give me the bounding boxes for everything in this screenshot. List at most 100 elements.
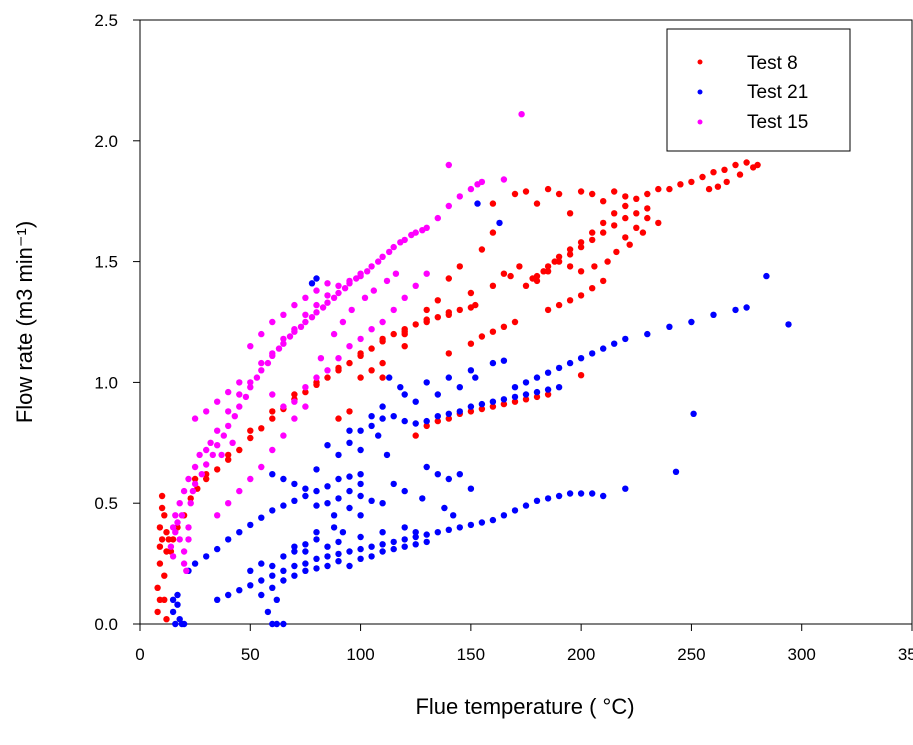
point-test-8 bbox=[622, 234, 629, 241]
point-test-21 bbox=[445, 526, 452, 533]
point-test-8 bbox=[357, 350, 364, 357]
point-test-15 bbox=[280, 311, 287, 318]
point-test-21 bbox=[732, 306, 739, 314]
point-test-15 bbox=[220, 432, 227, 439]
point-test-21 bbox=[423, 538, 430, 546]
point-test-21 bbox=[412, 541, 419, 548]
point-test-21 bbox=[478, 400, 486, 408]
point-test-8 bbox=[412, 321, 419, 328]
point-test-21 bbox=[368, 422, 375, 430]
point-test-15 bbox=[324, 292, 331, 299]
point-test-8 bbox=[467, 408, 475, 415]
legend-box bbox=[666, 28, 851, 152]
point-test-21 bbox=[544, 386, 552, 393]
point-test-21 bbox=[383, 451, 391, 459]
point-test-21 bbox=[401, 391, 408, 398]
point-test-8 bbox=[540, 268, 547, 275]
y-tick-label: 2.0 bbox=[94, 132, 118, 151]
point-test-15 bbox=[335, 282, 342, 289]
point-test-8 bbox=[445, 415, 452, 422]
point-test-21 bbox=[335, 475, 342, 483]
point-test-8 bbox=[626, 241, 633, 248]
point-test-8 bbox=[533, 200, 541, 207]
point-test-8 bbox=[566, 263, 574, 270]
point-test-15 bbox=[183, 567, 190, 574]
point-test-8 bbox=[622, 193, 629, 200]
point-test-21 bbox=[280, 577, 287, 584]
point-test-15 bbox=[412, 229, 419, 236]
point-test-8 bbox=[434, 417, 441, 425]
point-test-15 bbox=[236, 391, 243, 398]
point-test-15 bbox=[291, 398, 298, 405]
point-test-8 bbox=[472, 301, 479, 309]
point-test-15 bbox=[236, 379, 243, 386]
point-test-8 bbox=[203, 471, 210, 478]
point-test-8 bbox=[613, 248, 620, 256]
point-test-15 bbox=[324, 367, 331, 374]
point-test-8 bbox=[577, 268, 585, 275]
point-test-8 bbox=[489, 328, 497, 335]
point-test-15 bbox=[445, 202, 452, 210]
point-test-21 bbox=[500, 512, 508, 519]
point-test-8 bbox=[551, 258, 558, 265]
point-test-15 bbox=[178, 512, 186, 519]
point-test-21 bbox=[379, 541, 386, 548]
point-test-8 bbox=[644, 205, 651, 212]
point-test-8 bbox=[577, 243, 585, 251]
points-layer bbox=[154, 111, 792, 628]
x-axis-ticks: 0 50 100 150 200 250 300 350 bbox=[135, 624, 913, 664]
x-tick-label: 150 bbox=[457, 645, 485, 664]
point-test-21 bbox=[386, 374, 393, 381]
point-test-15 bbox=[434, 214, 441, 222]
point-test-8 bbox=[622, 202, 629, 210]
point-test-21 bbox=[401, 487, 408, 495]
point-test-8 bbox=[732, 161, 739, 169]
point-test-8 bbox=[390, 330, 397, 338]
point-test-15 bbox=[191, 463, 199, 471]
point-test-8 bbox=[291, 391, 298, 398]
point-test-21 bbox=[445, 410, 452, 417]
point-test-15 bbox=[187, 500, 194, 507]
point-test-8 bbox=[346, 408, 353, 415]
point-test-21 bbox=[291, 548, 298, 555]
point-test-8 bbox=[154, 608, 161, 616]
point-test-21 bbox=[273, 620, 280, 628]
point-test-8 bbox=[489, 200, 497, 207]
point-test-15 bbox=[280, 403, 287, 410]
point-test-21 bbox=[434, 413, 441, 420]
point-test-15 bbox=[225, 422, 232, 430]
point-test-21 bbox=[445, 475, 452, 483]
point-test-8 bbox=[604, 258, 611, 265]
legend-label-test-21: Test 21 bbox=[747, 82, 808, 103]
point-test-21 bbox=[291, 543, 298, 550]
point-test-15 bbox=[198, 471, 205, 478]
point-test-15 bbox=[214, 512, 221, 519]
point-test-8 bbox=[434, 314, 441, 321]
point-test-21 bbox=[401, 417, 408, 425]
point-test-15 bbox=[214, 427, 221, 434]
point-test-15 bbox=[302, 311, 309, 318]
point-test-8 bbox=[489, 403, 497, 410]
point-test-15 bbox=[207, 439, 214, 446]
point-test-21 bbox=[690, 410, 697, 417]
point-test-15 bbox=[185, 536, 192, 543]
point-test-21 bbox=[456, 471, 463, 478]
point-test-21 bbox=[379, 548, 386, 555]
point-test-21 bbox=[368, 497, 375, 504]
point-test-15 bbox=[185, 524, 192, 531]
point-test-21 bbox=[467, 367, 475, 374]
point-test-15 bbox=[357, 270, 364, 277]
point-test-8 bbox=[423, 318, 430, 326]
point-test-21 bbox=[357, 471, 364, 478]
point-test-15 bbox=[286, 333, 294, 340]
point-test-8 bbox=[743, 159, 750, 166]
point-test-21 bbox=[302, 560, 309, 567]
point-test-15 bbox=[313, 374, 320, 381]
point-test-21 bbox=[346, 562, 353, 570]
point-test-21 bbox=[412, 420, 419, 427]
point-test-21 bbox=[357, 492, 364, 500]
point-test-8 bbox=[544, 306, 552, 314]
point-test-8 bbox=[158, 492, 166, 500]
point-test-15 bbox=[302, 294, 309, 301]
point-test-15 bbox=[225, 408, 232, 415]
